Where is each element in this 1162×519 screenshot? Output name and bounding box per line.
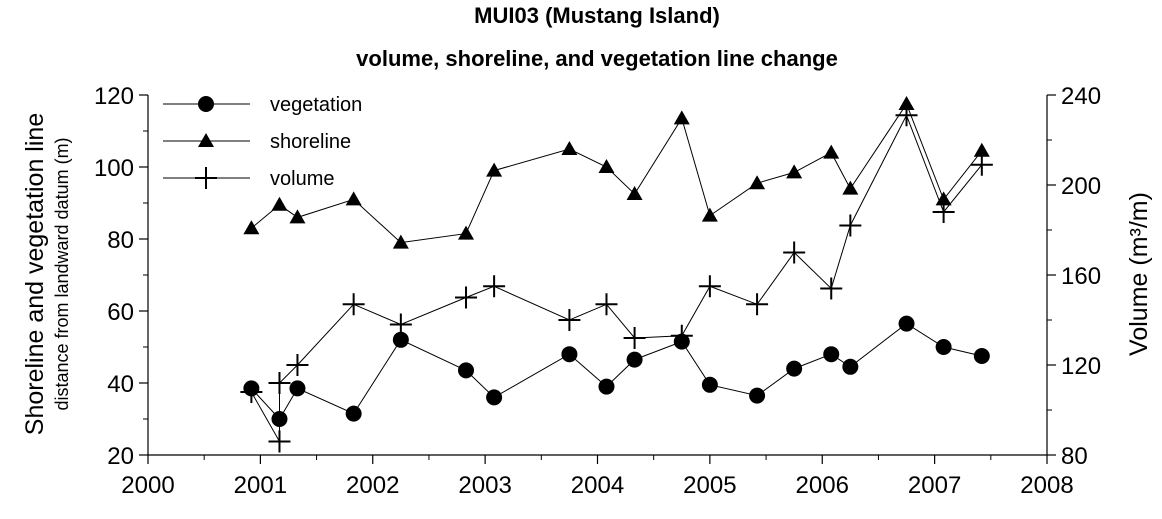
x-tick-label-1: 2001 [234,472,287,499]
volume-point [268,430,291,453]
legend-item-volume: volume [163,167,334,190]
series-line-volume [250,114,983,444]
y-axis-sublabel: distance from landward datum (m) [52,137,72,410]
y2-tick-label-2: 160 [1061,263,1101,290]
y-tick-label-1: 40 [107,371,134,398]
y2-tick-label-0: 80 [1061,443,1088,470]
volume-point [268,372,291,394]
series-shoreline [243,96,990,249]
vegetation-point [345,405,362,422]
volume-point [595,293,618,316]
volume-point [389,313,412,336]
shoreline-point [786,164,803,179]
shoreline-point [823,144,840,159]
x-tick-label-4: 2004 [571,472,624,499]
y-tick-label-5: 120 [94,83,134,110]
chart-subtitle: volume, shoreline, and vegetation line c… [356,46,838,71]
vegetation-point [598,378,615,395]
vegetation-point [935,339,952,355]
y2-axis-label: Volume (m³/m) [1125,192,1153,356]
x-tick-label-7: 2007 [908,472,961,499]
series-line-vegetation [251,322,982,420]
legend-marker-volume [195,167,217,189]
vegetation-point [561,346,578,363]
series-line-shoreline [251,102,983,244]
shoreline-point [673,110,690,125]
legend-item-shoreline: shoreline [163,131,351,153]
series-volume [240,104,993,453]
legend-item-vegetation: vegetation [163,94,362,116]
vegetation-point [786,360,803,377]
shoreline-point [898,96,915,110]
shoreline-point [271,196,288,211]
vegetation-point [749,387,766,404]
legend-marker-shoreline [198,133,214,147]
shoreline-point [458,225,475,240]
shoreline-point [701,207,718,222]
y2-tick-label-3: 200 [1061,173,1101,200]
volume-point [240,381,263,403]
vegetation-point [392,331,409,348]
volume-point [286,354,309,376]
volume-point [783,241,806,264]
series-layer [240,96,993,453]
volume-point [698,275,721,298]
legend-marker-vegetation [198,96,214,112]
y-tick-label-4: 100 [94,155,134,182]
shoreline-point [486,162,503,177]
volume-point [746,293,769,316]
shoreline-point [598,159,615,173]
shoreline-point [749,175,766,190]
y2-tick-label-1: 120 [1061,353,1101,380]
vegetation-point [289,380,306,397]
x-tick-label-5: 2005 [683,472,736,499]
series-vegetation [243,315,990,427]
volume-point [558,309,581,331]
vegetation-point [626,351,643,368]
vegetation-point [823,346,840,363]
y2-tick-label-4: 240 [1061,83,1101,110]
vegetation-point [486,389,503,406]
volume-point [895,104,918,127]
shoreline-point [345,191,362,206]
axis-ticks: 2000 2001 2002 2003 2004 2005 2006 2007 2008 20 40… [94,83,1101,499]
y-tick-label-2: 60 [107,299,134,326]
volume-point [820,277,843,300]
chart-title: MUI03 (Mustang Island) [474,3,720,28]
shoreline-point [561,141,578,155]
legend-label-volume: volume [270,168,334,190]
vegetation-point [458,362,475,379]
y-tick-label-0: 20 [107,443,134,470]
vegetation-point [973,348,990,364]
vegetation-point [842,358,859,375]
x-tick-label-2: 2002 [346,472,399,499]
volume-point [970,153,993,176]
vegetation-point [898,315,915,332]
volume-point [932,201,955,223]
x-tick-label-8: 2008 [1020,472,1073,499]
volume-point [839,214,862,237]
volume-point [483,275,506,298]
legend-label-shoreline: shoreline [270,131,351,153]
legend: vegetation shoreline volume [163,94,362,190]
y-axis-label: Shoreline and vegetation line [21,113,49,435]
x-tick-label-6: 2006 [796,472,849,499]
legend-label-vegetation: vegetation [270,94,362,116]
y-tick-label-3: 80 [107,227,134,254]
shoreline-point [626,186,643,200]
volume-point [623,327,646,349]
volume-point [670,324,693,347]
vegetation-point [701,376,718,393]
shoreline-point [289,209,306,224]
shoreline-point [973,142,990,157]
shoreline-point [243,220,260,235]
shoreline-point [842,180,859,195]
volume-point [342,293,365,316]
x-tick-label-0: 2000 [121,472,174,499]
x-tick-label-3: 2003 [458,472,511,499]
shoreline-point [392,234,409,249]
volume-point [455,286,478,309]
